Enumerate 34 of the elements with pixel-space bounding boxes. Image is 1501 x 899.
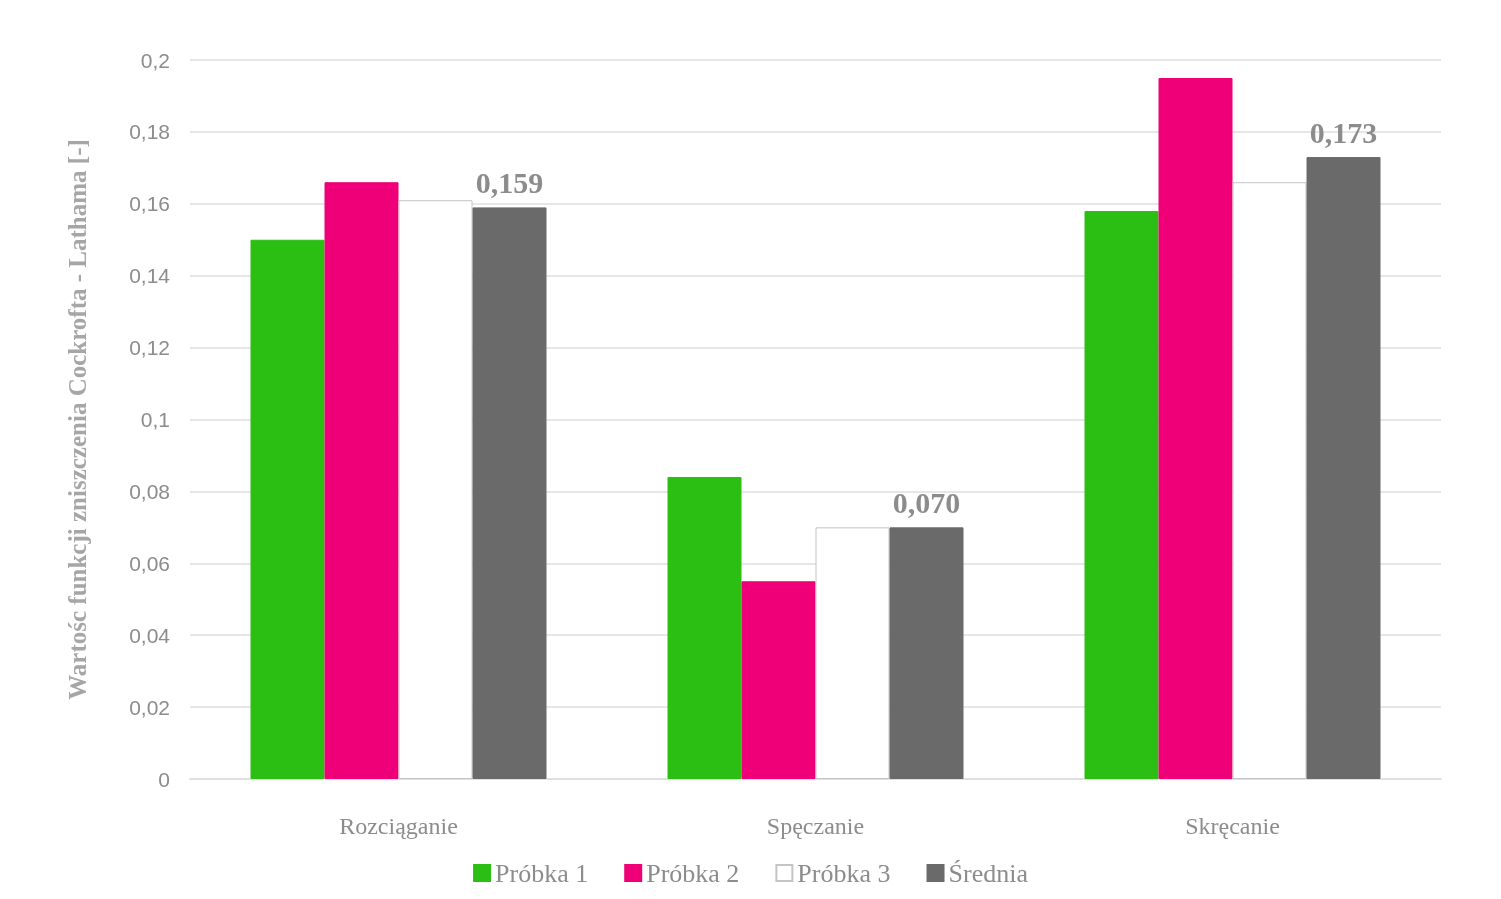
y-tick-label: 0,04: [129, 623, 171, 647]
legend-label: Średnia: [948, 858, 1029, 888]
x-tick-label: Spęczanie: [766, 813, 865, 839]
legend-label: Próbka 3: [797, 858, 891, 888]
bar: [815, 527, 890, 779]
bar: [324, 182, 399, 779]
x-tick-label: Rozciąganie: [339, 813, 458, 839]
y-tick-label: 0,2: [140, 48, 170, 72]
y-tick-label: 0,18: [129, 120, 170, 144]
y-tick-label: 0,02: [129, 695, 170, 719]
x-tick-label: Skręcanie: [1185, 813, 1280, 839]
bar: [741, 581, 816, 779]
legend-label: Próbka 1: [495, 858, 589, 888]
y-tick-label: 0,1: [140, 408, 170, 431]
bar: [1306, 157, 1381, 779]
y-tick-label: 0,14: [129, 264, 171, 288]
bar: [1158, 77, 1233, 779]
data-label: 0,159: [475, 165, 544, 199]
data-label: 0,070: [892, 485, 961, 519]
y-axis-title: Wartośc funkcji zniszczenia Cockrofta - Lathama [-]: [64, 139, 91, 700]
bar: [472, 207, 547, 779]
bar: [398, 200, 473, 779]
bar: [1084, 210, 1159, 779]
bar: [1232, 182, 1307, 779]
y-tick-label: 0,12: [129, 336, 170, 360]
y-tick-label: 0,06: [129, 551, 170, 575]
y-tick-label: 0: [158, 767, 170, 791]
bar: [889, 527, 964, 779]
bar: [250, 239, 325, 779]
bar: [667, 477, 742, 779]
y-tick-label: 0,08: [129, 479, 170, 503]
data-label: 0,173: [1309, 115, 1378, 149]
y-tick-label: 0,16: [129, 192, 170, 216]
legend-label: Próbka 2: [646, 858, 740, 888]
